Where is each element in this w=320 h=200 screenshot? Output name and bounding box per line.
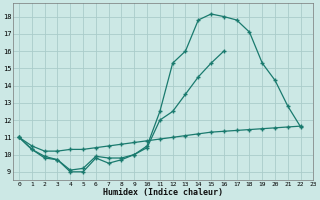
X-axis label: Humidex (Indice chaleur): Humidex (Indice chaleur) bbox=[103, 188, 223, 197]
